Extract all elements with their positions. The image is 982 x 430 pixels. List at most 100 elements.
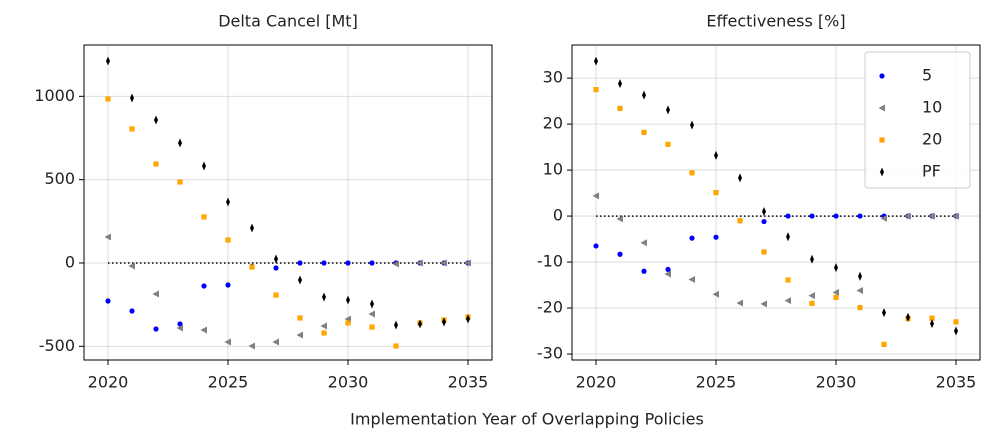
data-point: [368, 310, 375, 318]
data-point: [369, 324, 375, 330]
data-point: [104, 233, 111, 241]
data-point: [154, 115, 158, 125]
data-point: [178, 138, 182, 148]
data-point: [152, 290, 159, 298]
y-tick-label: 1000: [34, 86, 75, 105]
data-point: [129, 126, 135, 132]
chart-title: Delta Cancel [Mt]: [218, 12, 358, 31]
data-point: [857, 213, 863, 219]
data-point: [248, 342, 255, 350]
data-point: [641, 268, 647, 274]
data-point: [202, 161, 206, 171]
chart-title: Effectiveness [%]: [706, 12, 845, 31]
data-point: [393, 343, 399, 349]
data-point: [224, 338, 231, 346]
data-point: [785, 213, 791, 219]
data-point: [640, 239, 647, 247]
data-point: [226, 197, 230, 207]
data-point: [616, 215, 623, 223]
data-point: [688, 276, 695, 284]
data-point: [345, 260, 351, 266]
data-point: [466, 314, 470, 324]
data-point: [464, 259, 471, 267]
data-point: [713, 190, 719, 196]
data-point: [369, 260, 375, 266]
data-point: [200, 326, 207, 334]
axes-frame: [571, 44, 981, 361]
data-point: [930, 319, 934, 329]
y-tick-label: 30: [543, 68, 563, 87]
data-point: [273, 292, 279, 298]
data-point: [394, 320, 398, 330]
data-point: [928, 212, 935, 220]
y-tick-label: 0: [65, 253, 75, 272]
legend-marker: [879, 73, 885, 79]
data-point: [346, 295, 350, 305]
data-point: [594, 56, 598, 66]
data-point: [176, 324, 183, 332]
legend-marker: [878, 104, 885, 112]
data-point: [177, 321, 183, 327]
data-point: [833, 213, 839, 219]
data-point: [273, 265, 279, 271]
data-point: [320, 322, 327, 330]
data-point: [761, 218, 767, 225]
y-tick-label: 0: [553, 206, 563, 225]
data-point: [762, 206, 766, 216]
data-point: [906, 312, 910, 322]
x-axis-label: Implementation Year of Overlapping Polic…: [350, 410, 704, 429]
data-point: [225, 237, 231, 243]
data-point: [105, 298, 111, 304]
data-point: [664, 270, 671, 278]
y-tick-label: 500: [44, 169, 75, 188]
data-point: [786, 232, 790, 242]
data-point: [130, 93, 134, 103]
legend-marker: [880, 167, 884, 177]
y-tick-label: 10: [543, 160, 563, 179]
data-point: [904, 212, 911, 220]
data-point: [881, 341, 887, 347]
data-point: [834, 263, 838, 273]
data-point: [201, 283, 207, 289]
data-point: [297, 260, 303, 266]
data-point: [617, 251, 623, 257]
data-point: [713, 234, 719, 240]
y-tick-label: -10: [537, 252, 563, 271]
data-point: [418, 319, 422, 329]
data-point: [809, 300, 815, 307]
data-point: [952, 212, 959, 220]
data-point: [593, 243, 599, 249]
data-point: [298, 275, 302, 285]
data-point: [880, 214, 887, 222]
legend-box: [864, 51, 971, 189]
data-point: [370, 299, 374, 309]
data-point: [738, 173, 742, 183]
data-point: [592, 192, 599, 200]
data-point: [712, 290, 719, 298]
data-point: [690, 120, 694, 130]
data-point: [153, 326, 159, 332]
data-point: [617, 105, 623, 112]
data-point: [392, 260, 399, 268]
data-point: [105, 96, 111, 102]
data-point: [128, 262, 135, 270]
x-tick-label: 2025: [696, 373, 737, 392]
x-tick-label: 2035: [448, 373, 489, 392]
data-point: [858, 271, 862, 281]
legend-label: PF: [922, 162, 941, 181]
data-point: [250, 223, 254, 233]
data-point: [272, 338, 279, 346]
data-point: [296, 331, 303, 339]
x-tick-label: 2030: [328, 373, 369, 392]
data-point: [761, 249, 767, 255]
data-point: [274, 254, 278, 264]
data-point: [737, 218, 743, 224]
data-point: [929, 315, 935, 321]
y-tick-label: 20: [543, 114, 563, 133]
data-point: [856, 287, 863, 295]
x-tick-label: 2030: [816, 373, 857, 392]
data-point: [297, 315, 303, 321]
data-point: [736, 299, 743, 307]
data-point: [760, 300, 767, 308]
